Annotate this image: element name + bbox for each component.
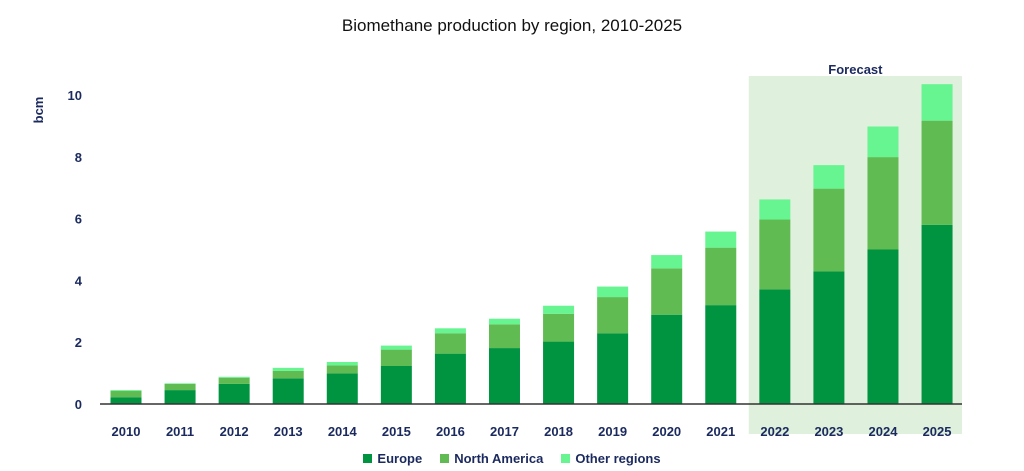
bar-north-america-2024 (867, 157, 899, 250)
x-tick-label: 2015 (382, 424, 411, 439)
bar-europe-2022 (759, 289, 791, 404)
x-tick-label: 2012 (220, 424, 249, 439)
bar-north-america-2022 (759, 219, 791, 290)
bar-north-america-2014 (326, 365, 358, 374)
bar-europe-2015 (380, 365, 412, 404)
bar-north-america-2019 (597, 297, 629, 334)
bar-other-regions-2025 (921, 84, 953, 121)
y-axis-label: bcm (31, 97, 46, 124)
bar-north-america-2025 (921, 120, 953, 225)
bar-europe-2020 (651, 314, 683, 404)
bar-north-america-2021 (705, 247, 737, 306)
x-tick-label: 2014 (328, 424, 358, 439)
x-tick-label: 2010 (112, 424, 141, 439)
bar-other-regions-2021 (705, 231, 737, 248)
y-tick-label: 8 (75, 150, 82, 165)
bar-other-regions-2015 (380, 345, 412, 350)
bar-europe-2016 (434, 353, 466, 404)
x-tick-label: 2017 (490, 424, 519, 439)
x-tick-label: 2013 (274, 424, 303, 439)
legend-swatch-north-america (440, 454, 450, 463)
bar-europe-2010 (110, 397, 142, 404)
bar-europe-2013 (272, 378, 304, 404)
legend-swatch-other-regions (561, 454, 571, 463)
legend-swatch-europe (363, 454, 373, 463)
bar-north-america-2018 (543, 313, 575, 342)
bar-other-regions-2012 (218, 376, 250, 378)
bar-europe-2023 (813, 271, 845, 404)
legend-label-other-regions: Other regions (575, 451, 661, 466)
bar-europe-2025 (921, 224, 953, 404)
bar-other-regions-2014 (326, 361, 358, 366)
bar-north-america-2012 (218, 377, 250, 384)
bar-other-regions-2017 (488, 318, 520, 325)
x-tick-label: 2025 (923, 424, 952, 439)
bar-other-regions-2011 (164, 383, 196, 384)
bar-other-regions-2010 (110, 390, 142, 392)
x-tick-label: 2022 (760, 424, 789, 439)
bar-europe-2017 (488, 348, 520, 404)
bar-other-regions-2018 (543, 305, 575, 314)
bar-other-regions-2023 (813, 165, 845, 189)
forecast-label: Forecast (828, 62, 883, 77)
x-tick-label: 2011 (166, 424, 194, 439)
x-tick-label: 2020 (652, 424, 681, 439)
bar-north-america-2023 (813, 188, 845, 272)
x-tick-label: 2024 (869, 424, 899, 439)
bar-north-america-2016 (434, 333, 466, 354)
legend: Europe North America Other regions (0, 451, 1024, 466)
legend-item-other-regions: Other regions (561, 451, 661, 466)
legend-item-europe: Europe (363, 451, 422, 466)
bar-other-regions-2019 (597, 286, 629, 298)
bar-other-regions-2022 (759, 199, 791, 220)
bar-other-regions-2016 (434, 328, 466, 334)
bar-north-america-2015 (380, 349, 412, 366)
bar-europe-2018 (543, 341, 575, 404)
x-tick-label: 2023 (814, 424, 843, 439)
x-tick-label: 2018 (544, 424, 573, 439)
bar-other-regions-2013 (272, 367, 304, 371)
bar-europe-2021 (705, 305, 737, 404)
bar-europe-2012 (218, 383, 250, 404)
y-tick-label: 4 (75, 273, 83, 288)
bar-other-regions-2020 (651, 255, 683, 269)
bar-europe-2014 (326, 373, 358, 404)
legend-label-europe: Europe (377, 451, 423, 466)
bar-north-america-2013 (272, 370, 304, 379)
x-tick-label: 2019 (598, 424, 627, 439)
bar-north-america-2011 (164, 383, 196, 391)
y-tick-label: 2 (75, 335, 82, 350)
y-tick-label: 0 (75, 397, 82, 412)
x-tick-label: 2016 (436, 424, 465, 439)
y-tick-label: 6 (75, 212, 82, 227)
bar-europe-2011 (164, 390, 196, 404)
y-tick-label: 10 (68, 88, 82, 103)
bar-other-regions-2024 (867, 126, 899, 158)
legend-label-north-america: North America (454, 451, 544, 466)
bar-north-america-2020 (651, 268, 683, 315)
bar-europe-2024 (867, 249, 899, 404)
legend-item-north-america: North America (440, 451, 543, 466)
bar-europe-2019 (597, 333, 629, 404)
chart-title: Biomethane production by region, 2010-20… (341, 16, 683, 35)
bar-north-america-2017 (488, 324, 520, 349)
bar-north-america-2010 (110, 391, 142, 398)
x-tick-label: 2021 (706, 424, 735, 439)
